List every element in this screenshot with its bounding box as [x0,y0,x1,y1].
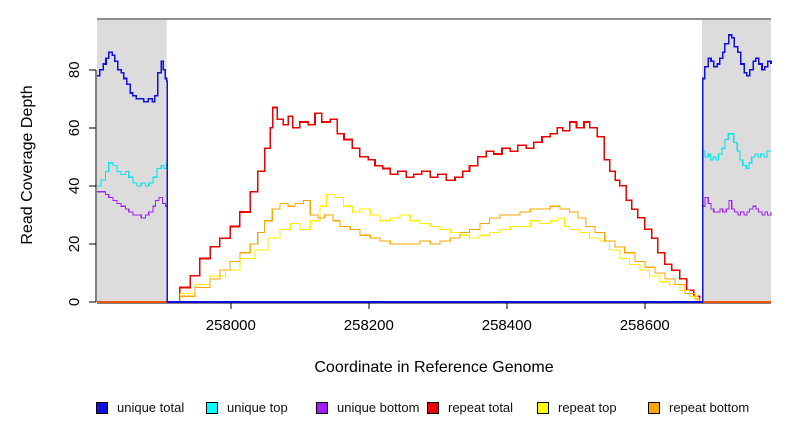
legend-swatch-unique-bottom [316,402,328,414]
legend-item: unique total [96,401,184,415]
series-line-unique-bottom [97,191,772,303]
y-axis-title: Read Coverage Depth [19,85,36,244]
legend-label: unique top [227,400,288,415]
legend-swatch-repeat-total [427,402,439,414]
legend-swatch-repeat-bottom [648,402,660,414]
x-tick-label: 258000 [206,317,256,334]
legend-label: unique bottom [337,400,420,415]
legend-label: repeat top [558,400,617,415]
y-tick-label: 80 [66,61,83,78]
y-tick-label: 60 [66,120,83,137]
legend-swatch-unique-total [96,402,108,414]
series-line-unique-total [97,34,772,303]
x-tick-label: 258400 [482,317,532,334]
series-line-repeat-bottom [97,199,771,303]
legend-item: repeat bottom [648,401,749,415]
y-tick-label: 0 [66,298,83,306]
shaded-regions [97,19,771,302]
x-tick-label: 258600 [620,317,670,334]
legend: unique total unique top unique bottom re… [0,401,792,421]
series-lines [97,34,772,303]
legend-item: repeat total [427,401,513,415]
series-line-repeat-top [97,194,771,303]
legend-label: repeat bottom [669,400,750,415]
x-axis: 258000 258200 258400 258600 [97,302,771,334]
legend-label: unique total [117,400,185,415]
legend-swatch-unique-top [206,402,218,414]
legend-item: unique top [206,401,288,415]
series-line-unique-top [97,133,771,303]
legend-swatch-repeat-top [537,402,549,414]
left-unique-flank [97,19,167,302]
legend-item: repeat top [537,401,617,415]
legend-label: repeat total [448,400,514,415]
legend-item: unique bottom [316,401,419,415]
coverage-plot: 258000 258200 258400 258600 0 20 40 60 80 Coord… [19,18,772,376]
y-tick-label: 20 [66,236,83,253]
y-tick-label: 40 [66,178,83,195]
series-line-repeat-total [97,106,771,303]
x-axis-title: Coordinate in Reference Genome [314,359,553,376]
y-axis: 0 20 40 60 80 [66,61,97,306]
x-tick-label: 258200 [344,317,394,334]
